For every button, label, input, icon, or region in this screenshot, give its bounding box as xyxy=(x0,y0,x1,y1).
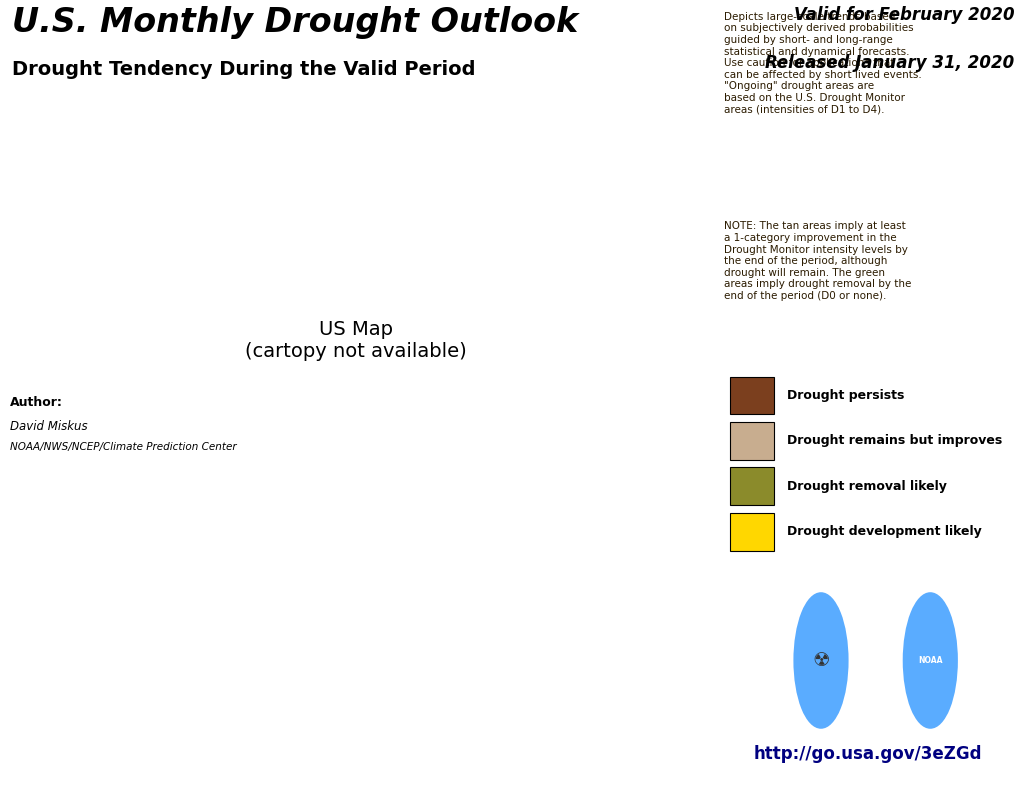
Circle shape xyxy=(904,593,956,728)
Bar xyxy=(730,513,774,551)
Text: http://go.usa.gov/3eZGd: http://go.usa.gov/3eZGd xyxy=(754,745,982,763)
Text: Drought remains but improves: Drought remains but improves xyxy=(786,434,1001,447)
Text: U.S. Monthly Drought Outlook: U.S. Monthly Drought Outlook xyxy=(12,6,579,39)
Circle shape xyxy=(805,619,838,702)
Text: Drought persists: Drought persists xyxy=(786,389,904,402)
Bar xyxy=(730,467,774,505)
Text: Author:: Author: xyxy=(10,396,63,408)
Text: Drought Tendency During the Valid Period: Drought Tendency During the Valid Period xyxy=(12,60,476,79)
Text: US Map
(cartopy not available): US Map (cartopy not available) xyxy=(245,320,467,361)
Text: David Miskus: David Miskus xyxy=(10,419,88,433)
Text: Depicts large-scale trends based
on subjectively derived probabilities
guided by: Depicts large-scale trends based on subj… xyxy=(724,12,922,115)
Text: ☢: ☢ xyxy=(812,651,829,670)
Bar xyxy=(730,377,774,414)
Circle shape xyxy=(909,607,951,714)
Circle shape xyxy=(795,593,848,728)
Bar xyxy=(730,422,774,460)
Text: NOTE: The tan areas imply at least
a 1-category improvement in the
Drought Monit: NOTE: The tan areas imply at least a 1-c… xyxy=(724,221,911,301)
Text: Released January 31, 2020: Released January 31, 2020 xyxy=(765,54,1015,72)
Circle shape xyxy=(800,607,842,714)
Text: Valid for February 2020: Valid for February 2020 xyxy=(794,6,1015,24)
Text: Drought removal likely: Drought removal likely xyxy=(786,480,946,493)
Text: NOAA: NOAA xyxy=(919,656,942,665)
Text: NOAA/NWS/NCEP/Climate Prediction Center: NOAA/NWS/NCEP/Climate Prediction Center xyxy=(10,442,237,452)
Text: Drought development likely: Drought development likely xyxy=(786,525,981,538)
